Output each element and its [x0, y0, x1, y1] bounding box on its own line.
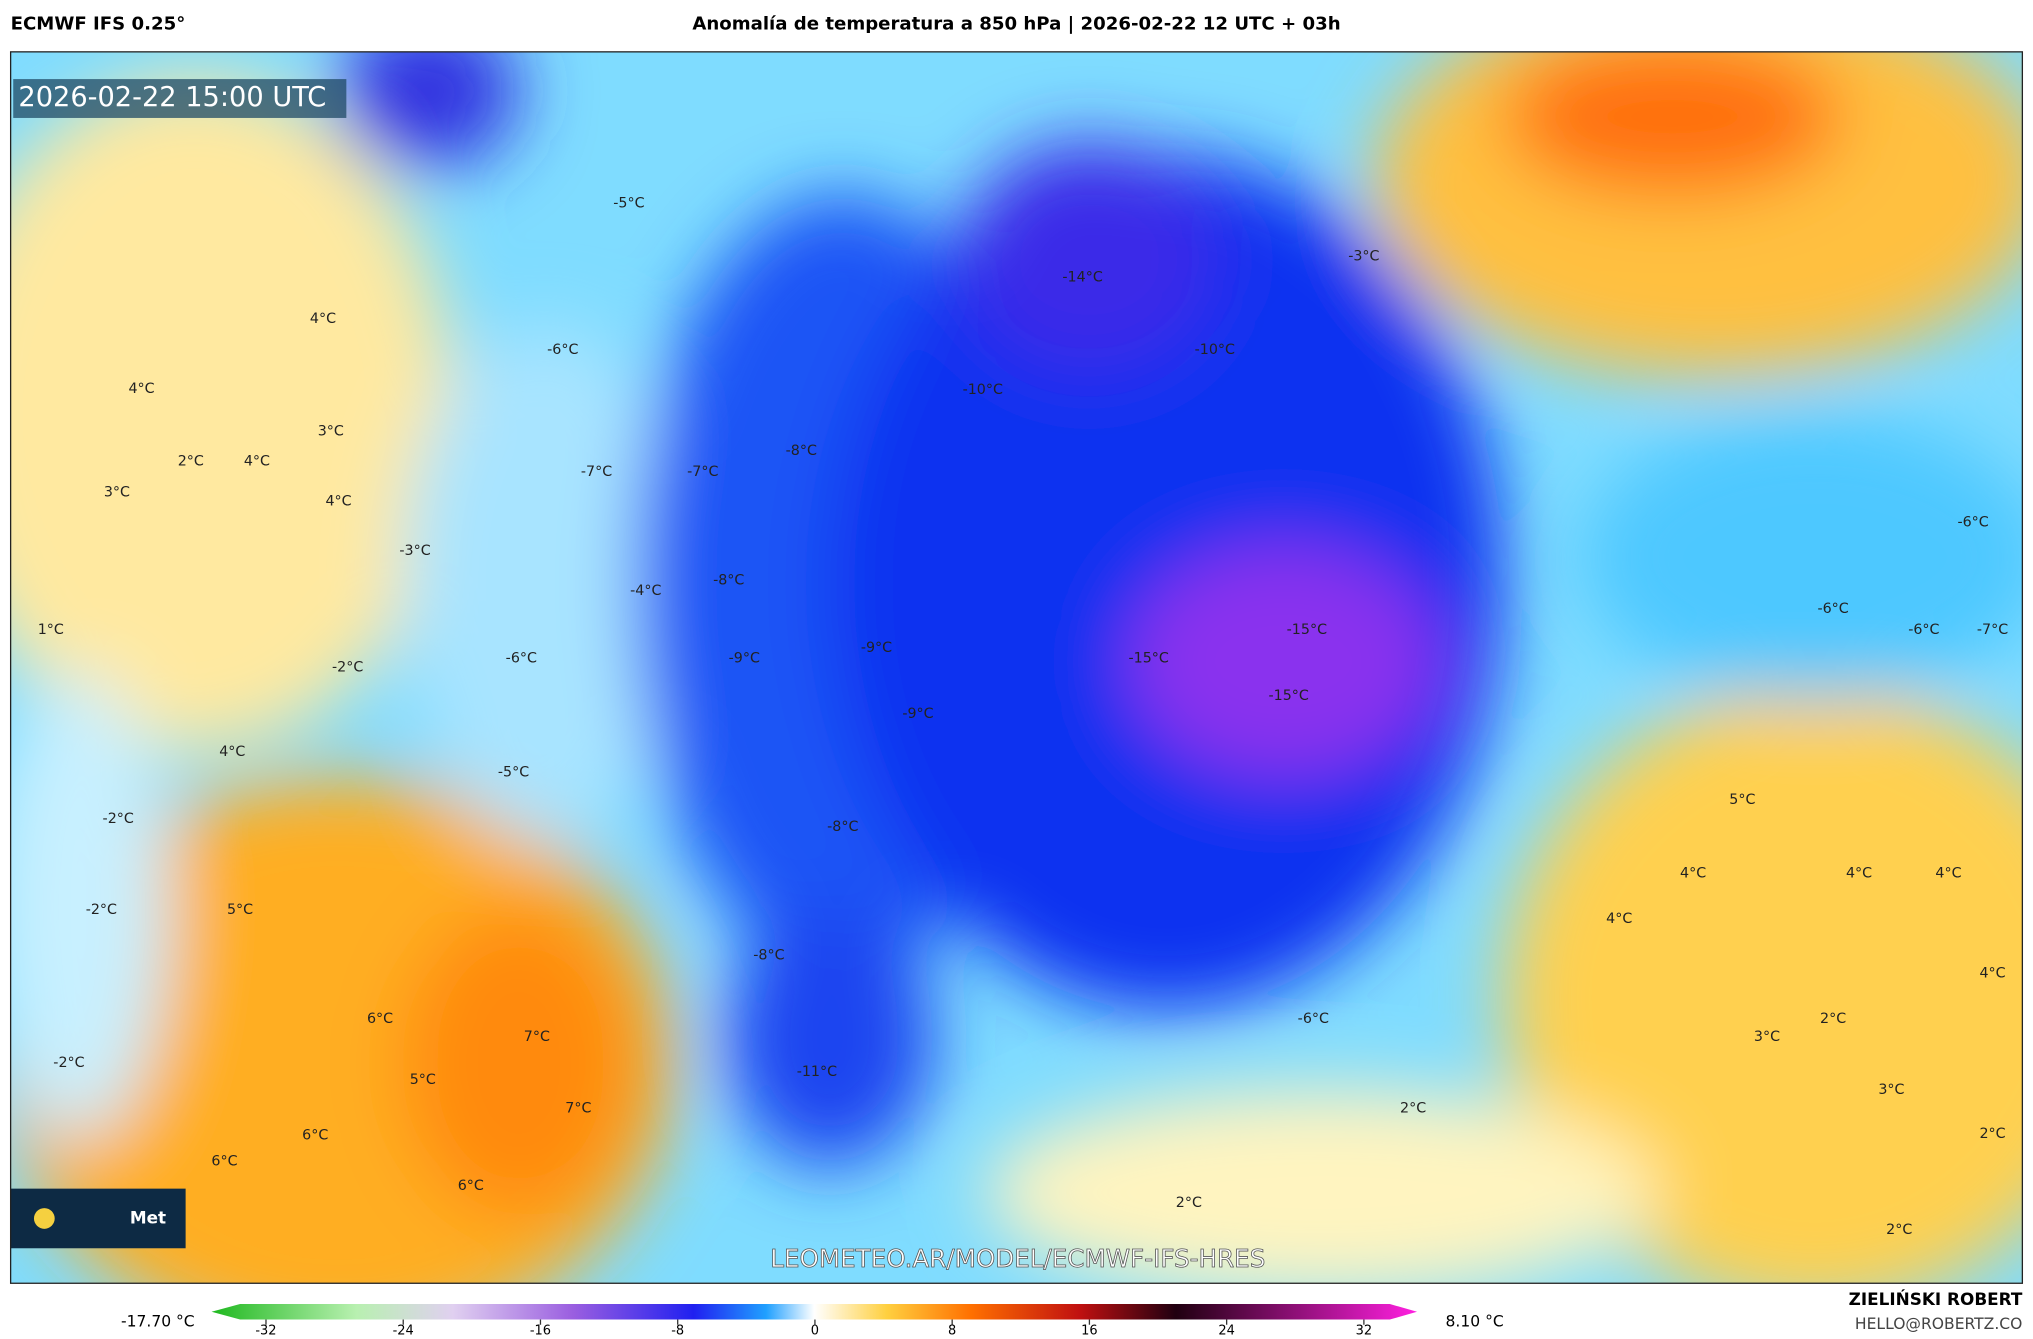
map-label: -8°C	[713, 573, 744, 589]
map-label: -6°C	[547, 342, 578, 358]
map-label: -15°C	[1129, 650, 1169, 666]
map-label: -10°C	[1195, 342, 1235, 358]
map-label: 5°C	[1729, 792, 1755, 808]
map-label: 2°C	[1886, 1222, 1912, 1238]
map-label: 1°C	[38, 622, 64, 638]
logo-sun	[33, 1208, 55, 1229]
map-label: -15°C	[1287, 622, 1327, 638]
map-label: 4°C	[1846, 866, 1872, 882]
map-label: 2°C	[1400, 1100, 1426, 1116]
credit-name: ZIELIŃSKI ROBERT	[1849, 1288, 2023, 1309]
map-label: -6°C	[1817, 601, 1848, 617]
colorbar-min: -17.70 °C	[121, 1313, 195, 1331]
map-label: -9°C	[861, 640, 892, 656]
map-label: 2°C	[1979, 1126, 2005, 1142]
map-label: -8°C	[753, 947, 784, 963]
map-label: -10°C	[963, 382, 1003, 398]
colorbar-tick-label: 0	[811, 1324, 819, 1339]
map-label: -2°C	[86, 902, 117, 918]
colorbar-tick-label: 32	[1356, 1324, 1372, 1339]
map-label: -3°C	[1348, 249, 1379, 265]
map-label: 4°C	[1680, 866, 1706, 882]
map-label: -8°C	[827, 819, 858, 835]
map-label: 5°C	[227, 902, 253, 918]
colorbar-tick-label: 8	[948, 1324, 956, 1339]
logo-text: Met	[130, 1207, 166, 1227]
map-label: -9°C	[729, 650, 760, 666]
map-label: 6°C	[458, 1178, 484, 1194]
map-frame	[9, 51, 2024, 1284]
credit-email: HELLO@ROBERTZ.CO	[1855, 1315, 2022, 1333]
map-label: -7°C	[581, 464, 612, 480]
colorbar-tick-label: 16	[1081, 1324, 1097, 1339]
watermark: LEOMETEO.AR/MODEL/ECMWF-IFS-HRES	[770, 1244, 1265, 1273]
map-label: -7°C	[687, 464, 718, 480]
colorbar-tick-label: -24	[393, 1324, 414, 1339]
map-label: -5°C	[613, 196, 644, 212]
map-label: -6°C	[506, 650, 537, 666]
colorbar-tick-label: -32	[255, 1324, 276, 1339]
colorbar-tick-label: 24	[1218, 1324, 1234, 1339]
map-label: -6°C	[1908, 622, 1939, 638]
map-label: 2°C	[1176, 1195, 1202, 1211]
colorbar-tick-label: -16	[530, 1324, 551, 1339]
colorbar	[211, 1304, 1418, 1320]
map-label: -15°C	[1269, 688, 1309, 704]
map-labels: -5°C -14°C -3°C -10°C -6°C 4°C 4°C -10°C 3°C 2°C 4…	[38, 196, 2009, 1239]
timestamp-box	[13, 79, 347, 118]
map-label: -2°C	[103, 811, 134, 827]
map-label: -3°C	[399, 543, 430, 559]
map-label: 3°C	[318, 424, 344, 440]
map-label: 3°C	[104, 485, 130, 501]
map-label: 4°C	[128, 381, 154, 397]
map-label: -14°C	[1062, 269, 1102, 285]
map-label: -5°C	[498, 765, 529, 781]
map-label: -2°C	[332, 660, 363, 676]
map-label: 4°C	[1979, 965, 2005, 981]
map-label: 4°C	[310, 311, 336, 327]
map-label: 5°C	[410, 1072, 436, 1088]
map-label: -2°C	[53, 1055, 84, 1071]
map-label: 4°C	[325, 494, 351, 510]
map-label: -9°C	[902, 706, 933, 722]
timestamp: 2026-02-22 15:00 UTC	[18, 82, 326, 113]
map-label: -11°C	[797, 1064, 837, 1080]
model-name: ECMWF IFS 0.25°	[11, 14, 186, 35]
map-label: 2°C	[178, 453, 204, 469]
map-label: 7°C	[524, 1029, 550, 1045]
map-label: 2°C	[1820, 1011, 1846, 1027]
map-label: -7°C	[1977, 622, 2008, 638]
map-label: 6°C	[211, 1153, 237, 1169]
colorbar-ticks: -32 -24 -16 -8 0 8 16 24 32	[255, 1319, 1372, 1339]
map-label: -6°C	[1957, 514, 1988, 530]
map-label: 3°C	[1878, 1082, 1904, 1098]
map-label: 4°C	[219, 744, 245, 760]
colorbar-max: 8.10 °C	[1446, 1313, 1504, 1331]
map-label: 3°C	[1754, 1029, 1780, 1045]
map-label: 6°C	[367, 1011, 393, 1027]
map-label: 4°C	[1606, 911, 1632, 927]
colorbar-tick-label: -8	[671, 1324, 684, 1339]
map-label: 6°C	[302, 1127, 328, 1143]
map-label: -4°C	[630, 583, 661, 599]
map-label: 4°C	[244, 453, 270, 469]
map-label: -8°C	[786, 443, 817, 459]
map-title: Anomalía de temperatura a 850 hPa | 2026…	[692, 14, 1340, 35]
map-label: -6°C	[1298, 1011, 1329, 1027]
map-label: 7°C	[565, 1100, 591, 1116]
map-label: 4°C	[1935, 866, 1961, 882]
